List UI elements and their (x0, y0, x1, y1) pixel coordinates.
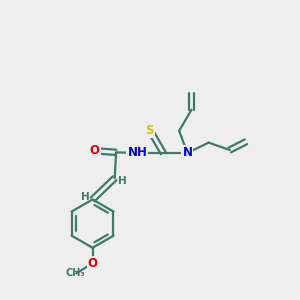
Text: NH: NH (128, 146, 147, 159)
Text: O: O (88, 256, 98, 270)
Text: CH₃: CH₃ (66, 268, 86, 278)
Text: S: S (146, 124, 154, 137)
Text: H: H (118, 176, 126, 186)
Text: O: O (90, 144, 100, 158)
Text: H: H (81, 192, 89, 202)
Text: N: N (182, 146, 192, 159)
